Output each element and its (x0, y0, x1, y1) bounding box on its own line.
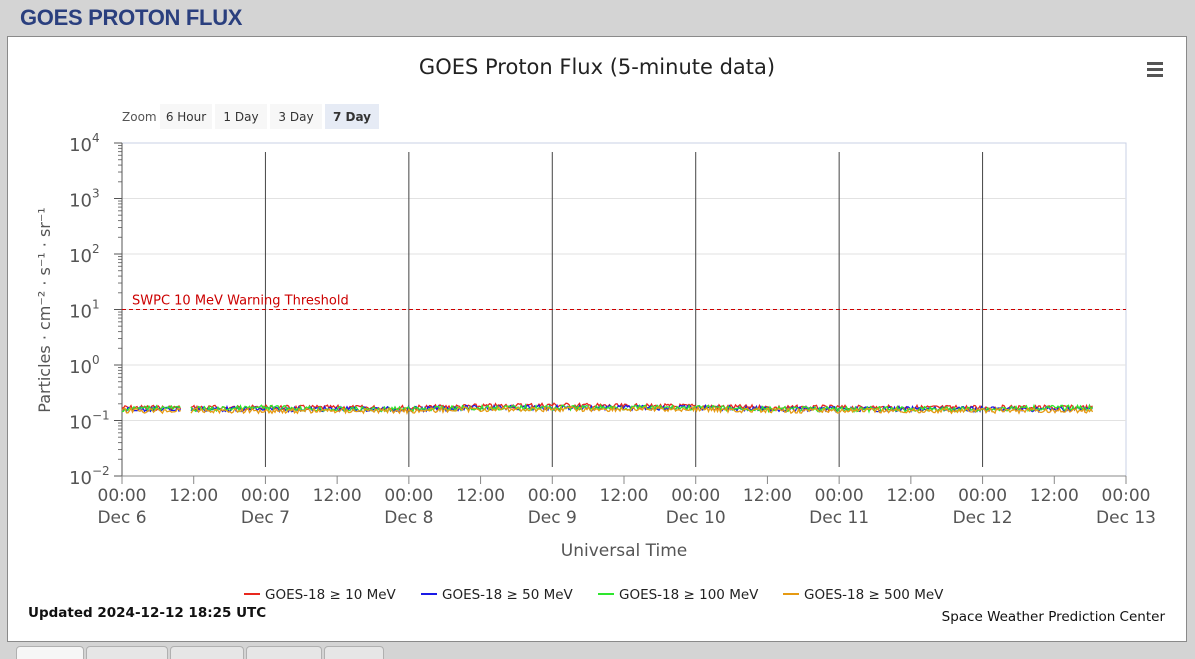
legend-item[interactable]: GOES-18 ≥ 10 MeV (265, 587, 397, 603)
legend-item[interactable]: GOES-18 ≥ 50 MeV (442, 587, 574, 603)
zoom-label: Zoom (122, 110, 157, 124)
series-line-4 (121, 405, 1094, 415)
y-axis-title: Particles · cm⁻² · s⁻¹ · sr⁻¹ (35, 207, 54, 412)
page-title: GOES PROTON FLUX (20, 5, 243, 30)
x-tick-date-label: Dec 8 (384, 508, 433, 528)
credit-label: Space Weather Prediction Center (942, 609, 1166, 625)
x-tick-date-label: Dec 7 (241, 508, 290, 528)
y-tick-exponent: 4 (92, 131, 100, 145)
y-tick-exponent: 1 (92, 298, 100, 312)
zoom-button-3-day[interactable]: 3 Day (278, 110, 313, 124)
x-tick-date-label: Dec 12 (953, 508, 1013, 528)
chart-title: GOES Proton Flux (5-minute data) (419, 55, 775, 79)
y-tick-exponent: 3 (92, 187, 100, 201)
x-tick-date-label: Dec 11 (809, 508, 869, 528)
y-tick-exponent: 0 (92, 353, 100, 367)
zoom-button-bg[interactable] (215, 104, 267, 129)
x-tick-label: 00:00 (241, 486, 290, 506)
x-tick-label: 00:00 (98, 486, 147, 506)
y-tick-label: 10 (69, 191, 92, 212)
legend-item[interactable]: GOES-18 ≥ 500 MeV (804, 587, 944, 603)
x-tick-label: 12:00 (743, 486, 792, 506)
zoom-button-7-day[interactable]: 7 Day (333, 110, 371, 124)
x-tick-label: 00:00 (958, 486, 1007, 506)
legend-item[interactable]: GOES-18 ≥ 100 MeV (619, 587, 759, 603)
zoom-button-6-hour[interactable]: 6 Hour (166, 110, 206, 124)
y-tick-label: 10 (69, 357, 92, 378)
zoom-button-1-day[interactable]: 1 Day (223, 110, 258, 124)
updated-timestamp: Updated 2024-12-12 18:25 UTC (28, 605, 266, 621)
x-tick-label: 12:00 (313, 486, 362, 506)
hamburger-menu-icon[interactable] (1140, 58, 1164, 80)
y-tick-label: 10 (69, 246, 92, 267)
y-tick-exponent: −1 (92, 409, 110, 423)
x-tick-label: 12:00 (1030, 486, 1079, 506)
x-tick-date-label: Dec 13 (1096, 508, 1156, 528)
x-tick-label: 12:00 (169, 486, 218, 506)
x-tick-label: 00:00 (815, 486, 864, 506)
x-tick-label: 00:00 (528, 486, 577, 506)
x-tick-label: 00:00 (1102, 486, 1151, 506)
warning-threshold-label: SWPC 10 MeV Warning Threshold (132, 294, 349, 309)
y-tick-exponent: 2 (92, 242, 100, 256)
y-tick-label: 10 (69, 468, 92, 489)
y-tick-label: 10 (69, 135, 92, 156)
x-tick-label: 12:00 (456, 486, 505, 506)
x-tick-date-label: Dec 9 (528, 508, 577, 528)
x-tick-label: 00:00 (384, 486, 433, 506)
x-tick-date-label: Dec 10 (666, 508, 726, 528)
x-tick-date-label: Dec 6 (97, 508, 146, 528)
y-tick-label: 10 (69, 413, 92, 434)
x-tick-label: 12:00 (600, 486, 649, 506)
zoom-button-bg[interactable] (325, 104, 379, 129)
y-tick-label: 10 (69, 302, 92, 323)
x-tick-label: 00:00 (671, 486, 720, 506)
x-tick-label: 12:00 (886, 486, 935, 506)
legend: GOES-18 ≥ 10 MeV GOES-18 ≥ 50 MeV GOES-18 … (244, 587, 944, 603)
zoom-buttons: 6 Hour 1 Day 3 Day 7 Day (160, 104, 379, 129)
x-axis-title: Universal Time (561, 541, 687, 561)
zoom-button-bg[interactable] (270, 104, 322, 129)
y-tick-exponent: −2 (92, 464, 110, 478)
zoom-button-bg[interactable] (160, 104, 212, 129)
